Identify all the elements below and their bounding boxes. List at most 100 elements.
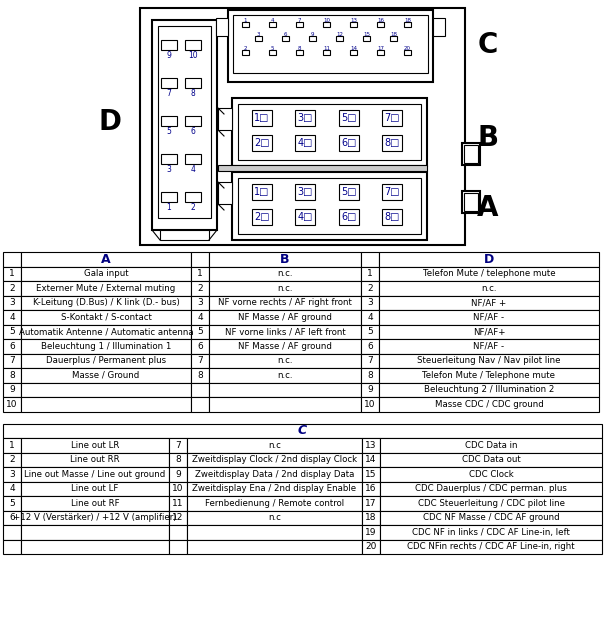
- Bar: [380, 539, 602, 554]
- Text: 14: 14: [350, 45, 357, 50]
- Bar: [185, 40, 201, 50]
- Bar: [382, 110, 402, 126]
- Bar: [282, 36, 289, 41]
- Bar: [218, 165, 427, 171]
- Text: Fernbedienung / Remote control: Fernbedienung / Remote control: [205, 498, 344, 508]
- Bar: [380, 482, 602, 496]
- Bar: [209, 368, 361, 383]
- Bar: [21, 525, 169, 539]
- Bar: [209, 310, 361, 324]
- Bar: [362, 539, 380, 554]
- Text: Steuerleitung Nav / Nav pilot line: Steuerleitung Nav / Nav pilot line: [417, 356, 561, 365]
- Bar: [169, 453, 187, 467]
- Bar: [361, 383, 379, 397]
- Bar: [361, 310, 379, 324]
- Text: 2: 2: [9, 455, 15, 464]
- Bar: [21, 397, 191, 412]
- Text: NF Masse / AF ground: NF Masse / AF ground: [238, 312, 332, 322]
- Text: 7□: 7□: [384, 113, 400, 123]
- Text: 7: 7: [367, 356, 373, 365]
- Bar: [380, 438, 602, 453]
- Text: D: D: [99, 108, 122, 136]
- Bar: [21, 281, 191, 296]
- Bar: [3, 467, 21, 482]
- Text: 2□: 2□: [254, 212, 270, 222]
- Text: n.c.: n.c.: [277, 269, 293, 278]
- Bar: [361, 339, 379, 353]
- Text: 15: 15: [363, 32, 370, 37]
- Bar: [433, 18, 445, 36]
- Text: 4: 4: [367, 312, 373, 322]
- Text: CDC NF in links / CDC AF Line-in, left: CDC NF in links / CDC AF Line-in, left: [412, 528, 570, 537]
- Text: Line out Masse / Line out ground: Line out Masse / Line out ground: [24, 470, 166, 479]
- Bar: [187, 525, 362, 539]
- Bar: [158, 26, 211, 218]
- Text: D: D: [484, 253, 494, 266]
- Text: 7: 7: [166, 89, 171, 97]
- Bar: [187, 453, 362, 467]
- Bar: [21, 482, 169, 496]
- Text: NF/AF +: NF/AF +: [471, 298, 506, 308]
- Text: 14: 14: [365, 455, 377, 464]
- Text: 11: 11: [172, 498, 184, 508]
- Bar: [161, 154, 177, 164]
- Text: 12: 12: [336, 32, 343, 37]
- Bar: [185, 116, 201, 126]
- Text: 9: 9: [311, 32, 314, 37]
- Bar: [350, 22, 357, 27]
- Bar: [191, 324, 209, 339]
- Bar: [379, 252, 599, 267]
- Text: 19: 19: [365, 528, 377, 537]
- Text: 3: 3: [257, 32, 260, 37]
- Bar: [232, 98, 427, 166]
- Bar: [390, 36, 397, 41]
- Bar: [252, 209, 272, 225]
- Text: 8: 8: [197, 371, 203, 379]
- Bar: [228, 10, 433, 82]
- Bar: [462, 191, 480, 213]
- Text: B: B: [280, 253, 290, 266]
- Bar: [185, 78, 201, 88]
- Bar: [187, 496, 362, 510]
- Bar: [218, 108, 232, 130]
- Text: 18: 18: [390, 32, 397, 37]
- Text: 5: 5: [9, 498, 15, 508]
- Bar: [140, 8, 465, 245]
- Bar: [242, 50, 249, 55]
- Bar: [209, 267, 361, 281]
- Bar: [379, 339, 599, 353]
- Bar: [361, 368, 379, 383]
- Text: 8: 8: [367, 371, 373, 379]
- Bar: [361, 353, 379, 368]
- Bar: [362, 438, 380, 453]
- Bar: [191, 252, 209, 267]
- Bar: [21, 353, 191, 368]
- Bar: [3, 310, 21, 324]
- Bar: [464, 145, 478, 163]
- Text: NF/AF -: NF/AF -: [474, 312, 505, 322]
- Bar: [21, 453, 169, 467]
- Text: 20: 20: [404, 45, 411, 50]
- Text: 7: 7: [175, 441, 181, 450]
- Bar: [169, 482, 187, 496]
- Bar: [3, 383, 21, 397]
- Bar: [377, 50, 384, 55]
- Text: 2: 2: [244, 45, 247, 50]
- Text: 15: 15: [365, 470, 377, 479]
- Bar: [361, 267, 379, 281]
- Text: NF vorne rechts / AF right front: NF vorne rechts / AF right front: [218, 298, 352, 308]
- Bar: [21, 368, 191, 383]
- Text: 11: 11: [323, 45, 330, 50]
- Text: CDC Data in: CDC Data in: [465, 441, 517, 450]
- Text: 17: 17: [377, 45, 384, 50]
- Bar: [216, 18, 228, 36]
- Text: CDC Clock: CDC Clock: [469, 470, 514, 479]
- Bar: [209, 252, 361, 267]
- Text: Beleuchtung 1 / Illumination 1: Beleuchtung 1 / Illumination 1: [41, 342, 171, 351]
- Text: NF Masse / AF ground: NF Masse / AF ground: [238, 342, 332, 351]
- Bar: [404, 22, 411, 27]
- Bar: [160, 230, 209, 240]
- Text: Line out RR: Line out RR: [70, 455, 120, 464]
- Bar: [339, 135, 359, 151]
- Text: S-Kontakt / S-contact: S-Kontakt / S-contact: [60, 312, 151, 322]
